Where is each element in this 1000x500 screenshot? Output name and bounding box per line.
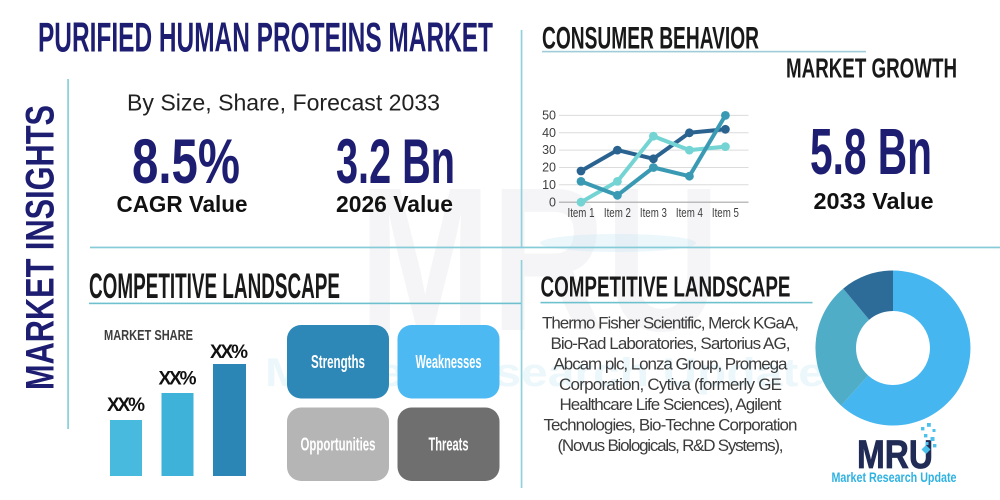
- svg-text:MARKET INSIGHTS: MARKET INSIGHTS: [19, 105, 63, 390]
- svg-text:Item 5: Item 5: [712, 206, 739, 220]
- svg-text:Corporation, Cytiva (formerly: Corporation, Cytiva (formerly GE: [559, 375, 782, 394]
- svg-text:Healthcare Life Sciences), Agi: Healthcare Life Sciences), Agilent: [560, 395, 782, 414]
- svg-text:Strengths: Strengths: [311, 352, 365, 372]
- svg-text:Thermo Fisher Scientific, Merc: Thermo Fisher Scientific, Merck KGaA,: [542, 314, 799, 333]
- svg-text:XX%: XX%: [159, 369, 197, 390]
- svg-text:XX%: XX%: [210, 342, 248, 363]
- svg-text:Weaknesses: Weaknesses: [416, 352, 482, 372]
- svg-text:50: 50: [542, 109, 556, 123]
- svg-text:Item 3: Item 3: [640, 206, 667, 220]
- svg-text:Threats: Threats: [429, 435, 469, 455]
- svg-text:CAGR Value: CAGR Value: [117, 191, 248, 217]
- svg-text:0: 0: [549, 195, 556, 209]
- svg-text:Abcam plc, Lonza Group, Promeg: Abcam plc, Lonza Group, Promega: [554, 354, 789, 373]
- svg-text:CONSUMER BEHAVIOR: CONSUMER BEHAVIOR: [542, 20, 759, 56]
- svg-text:Item 2: Item 2: [604, 206, 631, 220]
- svg-text:20: 20: [542, 161, 556, 175]
- svg-text:COMPETITIVE LANDSCAPE: COMPETITIVE LANDSCAPE: [541, 272, 791, 304]
- svg-text:10: 10: [542, 178, 556, 192]
- svg-text:(Novus Biologicals, R&D System: (Novus Biologicals, R&D Systems),: [558, 436, 784, 455]
- svg-text:Market Research Update: Market Research Update: [832, 470, 957, 485]
- svg-text:3.2 Bn: 3.2 Bn: [336, 127, 455, 197]
- svg-text:Bio-Rad Laboratories, Sartoriu: Bio-Rad Laboratories, Sartorius AG,: [551, 334, 791, 353]
- svg-text:PURIFIED HUMAN PROTEINS MARKET: PURIFIED HUMAN PROTEINS MARKET: [38, 14, 493, 61]
- svg-text:8.5%: 8.5%: [132, 127, 240, 197]
- svg-text:30: 30: [542, 143, 556, 157]
- svg-text:Opportunities: Opportunities: [301, 435, 376, 455]
- svg-text:Item 1: Item 1: [568, 206, 595, 220]
- svg-text:XX%: XX%: [107, 395, 145, 416]
- svg-text:MRU: MRU: [857, 433, 933, 477]
- svg-text:5.8 Bn: 5.8 Bn: [810, 115, 932, 188]
- svg-text:By Size, Share, Forecast 2033: By Size, Share, Forecast 2033: [127, 90, 440, 116]
- svg-text:40: 40: [542, 126, 556, 140]
- svg-text:Item 4: Item 4: [676, 206, 703, 220]
- svg-text:2033 Value: 2033 Value: [814, 188, 934, 214]
- svg-text:Technologies, Bio-Techne Corpo: Technologies, Bio-Techne Corporation: [544, 416, 798, 435]
- svg-text:MARKET GROWTH: MARKET GROWTH: [786, 53, 957, 84]
- svg-text:COMPETITIVE LANDSCAPE: COMPETITIVE LANDSCAPE: [89, 267, 340, 306]
- svg-text:2026 Value: 2026 Value: [336, 191, 453, 217]
- svg-text:MARKET SHARE: MARKET SHARE: [104, 328, 193, 344]
